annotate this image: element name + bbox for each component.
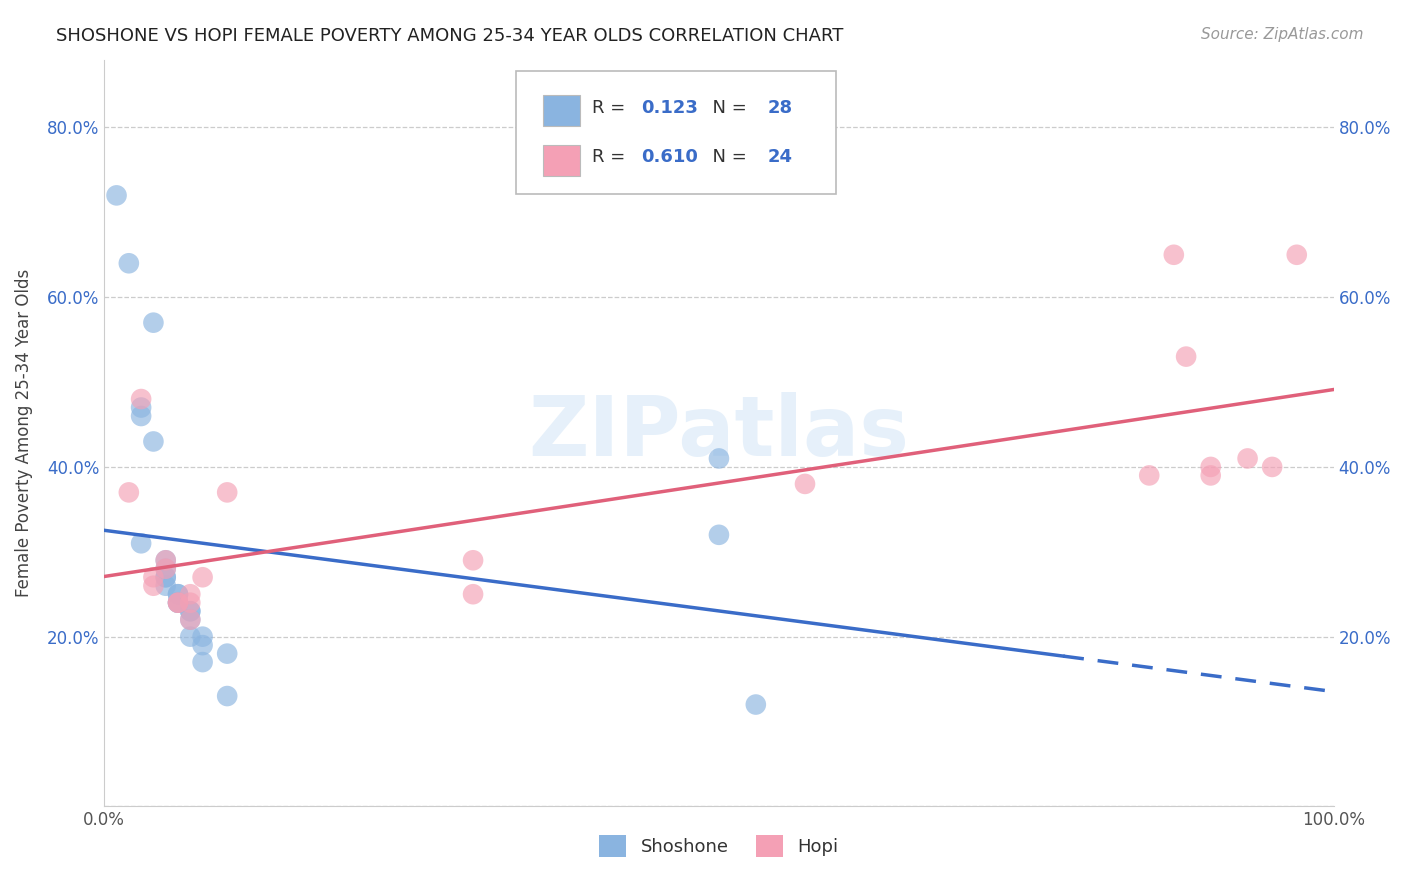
- Text: SHOSHONE VS HOPI FEMALE POVERTY AMONG 25-34 YEAR OLDS CORRELATION CHART: SHOSHONE VS HOPI FEMALE POVERTY AMONG 25…: [56, 27, 844, 45]
- Point: [167, 587, 190, 601]
- Point: [1163, 248, 1185, 262]
- FancyBboxPatch shape: [516, 70, 835, 194]
- Point: [179, 596, 201, 610]
- Point: [707, 451, 730, 466]
- Point: [794, 476, 817, 491]
- Point: [155, 570, 177, 584]
- Point: [707, 528, 730, 542]
- Point: [1199, 459, 1222, 474]
- Point: [167, 596, 190, 610]
- Point: [191, 570, 214, 584]
- Point: [1285, 248, 1308, 262]
- Point: [217, 647, 239, 661]
- Point: [167, 596, 190, 610]
- Point: [129, 401, 152, 415]
- Point: [217, 689, 239, 703]
- Point: [129, 409, 152, 423]
- Text: 28: 28: [768, 98, 793, 117]
- Point: [142, 579, 165, 593]
- Point: [1137, 468, 1160, 483]
- Point: [129, 536, 152, 550]
- Text: 24: 24: [768, 148, 793, 166]
- Point: [105, 188, 128, 202]
- Y-axis label: Female Poverty Among 25-34 Year Olds: Female Poverty Among 25-34 Year Olds: [15, 268, 32, 597]
- FancyBboxPatch shape: [543, 95, 581, 126]
- FancyBboxPatch shape: [543, 145, 581, 176]
- Point: [179, 630, 201, 644]
- Point: [191, 638, 214, 652]
- Point: [155, 553, 177, 567]
- Text: N =: N =: [700, 98, 752, 117]
- Point: [155, 553, 177, 567]
- Point: [217, 485, 239, 500]
- Point: [179, 604, 201, 618]
- Point: [179, 587, 201, 601]
- Text: Source: ZipAtlas.com: Source: ZipAtlas.com: [1201, 27, 1364, 42]
- Point: [1175, 350, 1198, 364]
- Point: [461, 553, 484, 567]
- Point: [191, 655, 214, 669]
- Text: ZIPatlas: ZIPatlas: [529, 392, 910, 474]
- Text: 0.123: 0.123: [641, 98, 699, 117]
- Point: [191, 630, 214, 644]
- Point: [745, 698, 768, 712]
- Point: [142, 434, 165, 449]
- Point: [167, 587, 190, 601]
- Point: [155, 562, 177, 576]
- Point: [155, 579, 177, 593]
- Point: [1236, 451, 1258, 466]
- Point: [155, 570, 177, 584]
- Point: [1199, 468, 1222, 483]
- Text: R =: R =: [592, 98, 631, 117]
- Point: [179, 613, 201, 627]
- Point: [118, 485, 141, 500]
- Point: [129, 392, 152, 406]
- Point: [118, 256, 141, 270]
- Point: [167, 596, 190, 610]
- Point: [142, 316, 165, 330]
- Text: N =: N =: [700, 148, 752, 166]
- Point: [167, 596, 190, 610]
- Point: [155, 562, 177, 576]
- Point: [179, 604, 201, 618]
- Point: [142, 570, 165, 584]
- Point: [1261, 459, 1284, 474]
- Point: [461, 587, 484, 601]
- Point: [179, 613, 201, 627]
- Text: 0.610: 0.610: [641, 148, 699, 166]
- Text: R =: R =: [592, 148, 631, 166]
- Legend: Shoshone, Hopi: Shoshone, Hopi: [592, 828, 846, 864]
